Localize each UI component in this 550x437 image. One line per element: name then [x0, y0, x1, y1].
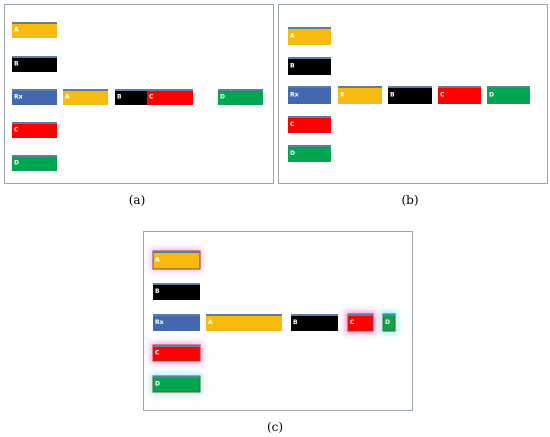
box-label: D — [155, 381, 160, 388]
box-label: B — [390, 92, 395, 99]
box-label: C — [440, 92, 445, 99]
box-label: D — [290, 150, 295, 157]
box-label: Rx — [290, 92, 299, 99]
caption: (a) — [129, 193, 146, 207]
box-label: C — [155, 350, 160, 357]
box — [218, 89, 263, 105]
box-label: Rx — [155, 319, 164, 326]
box-label: B — [14, 61, 19, 68]
box-label: A — [340, 92, 345, 99]
box-label: C — [14, 127, 19, 134]
box — [288, 57, 331, 75]
box-label: Rx — [14, 94, 23, 101]
box-top-line — [115, 89, 150, 91]
box-top-line — [288, 116, 331, 118]
box — [288, 145, 331, 162]
box-top-line — [206, 314, 282, 316]
box-top-line — [348, 314, 373, 316]
box — [152, 250, 201, 270]
box-top-line — [12, 56, 57, 58]
box — [12, 56, 57, 72]
box-top-line — [288, 145, 331, 147]
box — [147, 89, 193, 105]
box — [388, 86, 432, 104]
box-top-line — [218, 89, 263, 91]
box-label: A — [208, 319, 213, 326]
box-label: A — [155, 257, 160, 264]
box-label: C — [290, 121, 295, 128]
box — [291, 314, 338, 331]
box — [12, 122, 57, 138]
box-top-line — [291, 314, 338, 316]
box-label: D — [14, 160, 19, 167]
box-label: C — [149, 94, 154, 101]
box-top-line — [153, 345, 200, 347]
box-top-line — [63, 89, 108, 91]
box-top-line — [288, 57, 331, 59]
box-top-line — [288, 86, 331, 88]
box — [487, 86, 530, 104]
box-top-line — [487, 86, 530, 88]
box — [153, 283, 200, 300]
box-top-line — [153, 376, 200, 378]
box — [12, 22, 57, 38]
box — [288, 27, 331, 45]
box — [338, 86, 382, 104]
box-label: D — [220, 94, 225, 101]
box-label: D — [385, 319, 390, 326]
box-label: B — [293, 319, 298, 326]
box — [115, 89, 150, 105]
box-label: D — [489, 92, 494, 99]
box-top-line — [338, 86, 382, 88]
box-label: B — [290, 63, 295, 70]
box — [152, 375, 201, 393]
box-top-line — [153, 283, 200, 285]
box-top-line — [383, 314, 395, 316]
box-top-line — [153, 251, 200, 253]
box-top-line — [12, 155, 57, 157]
box-label: A — [65, 94, 70, 101]
box-top-line — [153, 314, 200, 316]
box — [152, 344, 201, 362]
box-label: A — [290, 33, 295, 40]
caption: (c) — [267, 420, 283, 434]
box-top-line — [12, 89, 57, 91]
box-top-line — [388, 86, 432, 88]
box — [63, 89, 108, 105]
box — [438, 86, 481, 104]
box-label: C — [350, 319, 355, 326]
box — [206, 314, 282, 331]
box — [12, 155, 57, 171]
box — [288, 116, 331, 133]
box-top-line — [438, 86, 481, 88]
caption: (b) — [401, 193, 418, 207]
box — [288, 86, 331, 104]
box-top-line — [288, 27, 331, 29]
box-top-line — [147, 89, 193, 91]
box — [153, 314, 200, 331]
box-top-line — [12, 122, 57, 124]
box — [12, 89, 57, 105]
box-label: B — [155, 288, 160, 295]
box-label: A — [14, 27, 19, 34]
box-label: B — [117, 94, 122, 101]
box-top-line — [12, 22, 57, 24]
